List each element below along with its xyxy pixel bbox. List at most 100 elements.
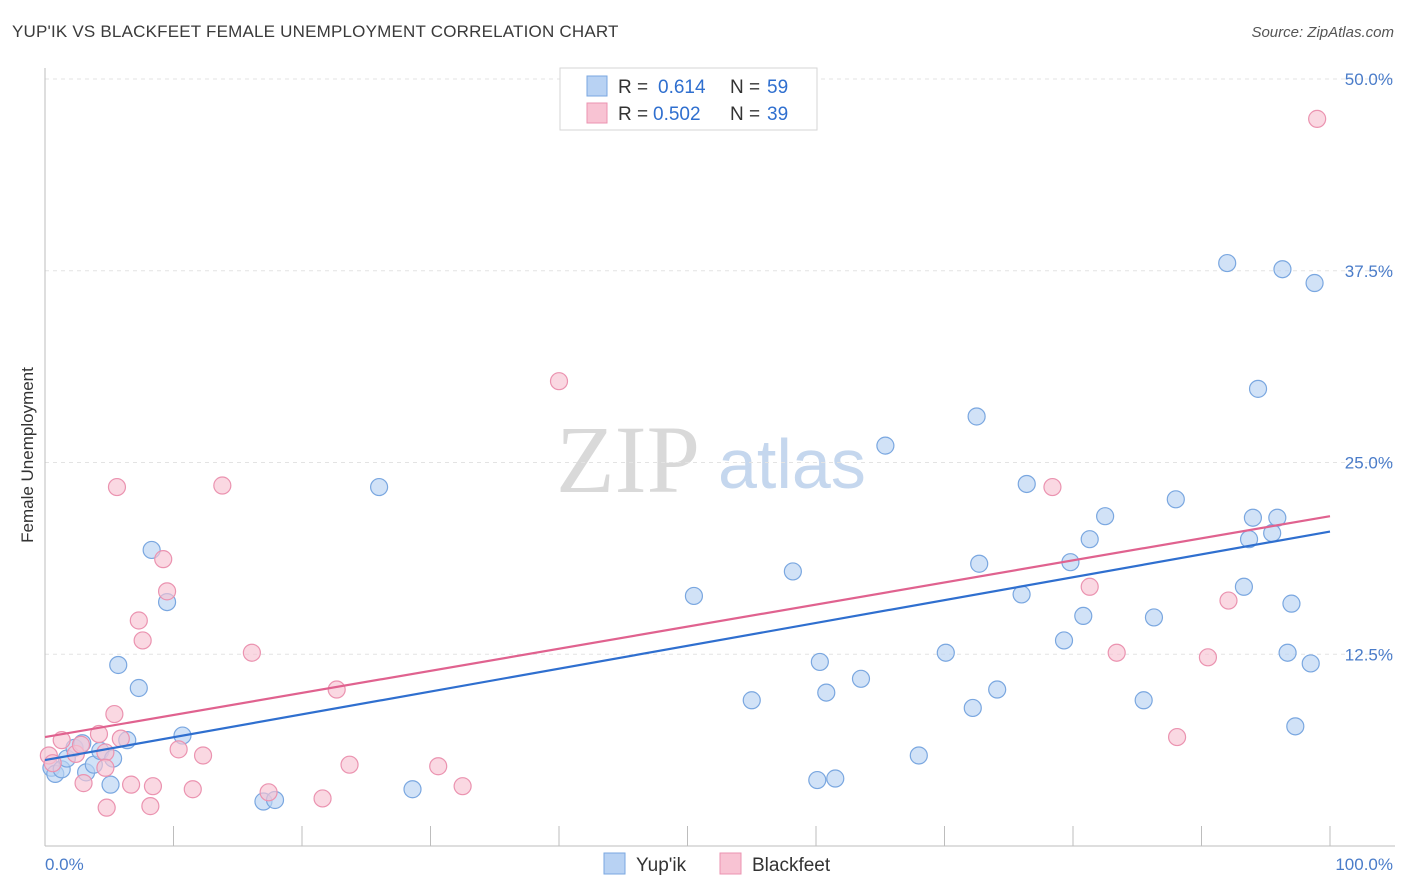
blackfeet-point	[1107, 643, 1126, 662]
yupik-point	[370, 477, 389, 497]
blackfeet-point	[340, 755, 359, 774]
y-tick-label: 50.0%	[1345, 70, 1393, 89]
blackfeet-point	[121, 775, 141, 794]
bottom-legend-swatch-blackfeet	[719, 852, 742, 875]
yupik-point	[129, 678, 148, 698]
yupik-point	[1134, 691, 1153, 710]
bottom-legend-label-yupik: Yup'ik	[636, 855, 687, 876]
yupik-point	[1218, 253, 1237, 273]
yupik-point	[988, 680, 1007, 699]
yupik-point	[1305, 273, 1324, 293]
blackfeet-point	[1198, 648, 1218, 667]
axes	[44, 68, 1395, 847]
yupik-point	[1144, 608, 1164, 627]
blackfeet-trend-line	[44, 515, 1331, 739]
blackfeet-point	[242, 643, 261, 662]
blackfeet-point	[107, 477, 127, 497]
blackfeet-point	[105, 704, 124, 724]
blackfeet-point	[141, 797, 160, 816]
watermark-atlas: atlas	[718, 425, 866, 503]
blackfeet-point	[1308, 109, 1327, 128]
blackfeet-point	[96, 758, 115, 777]
blackfeet-point	[193, 746, 213, 765]
yupik-point	[1243, 508, 1263, 527]
yupik-point	[817, 683, 836, 702]
legend-r-label-yupik: R =	[618, 77, 648, 98]
source-note: Source: ZipAtlas.com	[1251, 24, 1394, 41]
yupik-point	[1080, 530, 1099, 549]
blackfeet-point	[183, 780, 202, 799]
yupik-point	[1166, 490, 1185, 509]
yupik-trend-line	[44, 530, 1331, 762]
blackfeet-point	[154, 550, 173, 569]
gridlines	[45, 78, 1395, 655]
yupik-point	[810, 652, 829, 672]
blackfeet-point	[313, 789, 332, 808]
blackfeet-point	[429, 757, 448, 776]
blackfeet-point	[213, 476, 232, 495]
legend-r-label-blackfeet: R =	[618, 104, 648, 125]
yupik-point	[1278, 643, 1297, 662]
x-tick-label: 0.0%	[45, 855, 84, 874]
yupik-point	[963, 698, 982, 718]
legend: R = 0.614 N = 59 R = 0.502 N = 39	[559, 67, 818, 131]
blackfeet-point	[143, 777, 163, 796]
legend-r-value-blackfeet: 0.502	[653, 104, 701, 125]
yupik-point	[1248, 379, 1268, 398]
watermark-zip: ZIP	[556, 406, 700, 513]
blackfeet-point	[97, 798, 116, 817]
chart-title: YUP'IK VS BLACKFEET FEMALE UNEMPLOYMENT …	[12, 22, 619, 41]
yupik-point	[403, 780, 422, 799]
blackfeet-point	[1080, 577, 1099, 596]
x-tick-label: 100.0%	[1335, 855, 1393, 874]
legend-r-value-yupik: 0.614	[658, 77, 706, 98]
blackfeet-point	[327, 680, 346, 699]
trend-lines	[44, 515, 1331, 762]
yupik-point	[684, 586, 704, 606]
y-axis-title: Female Unemployment	[18, 367, 37, 543]
blackfeet-point	[74, 774, 93, 793]
yupik-point	[876, 436, 895, 455]
blackfeet-point	[96, 743, 115, 762]
yupik-point	[851, 669, 871, 688]
legend-n-value-yupik: 59	[767, 77, 788, 98]
blackfeet-point	[71, 735, 91, 754]
bottom-legend-swatch-yupik	[603, 852, 626, 875]
bottom-legend: Yup'ik Blackfeet	[603, 852, 831, 876]
blackfeet-point	[157, 582, 177, 601]
yupik-point	[1017, 474, 1036, 494]
yupik-point	[109, 655, 128, 675]
yupik-point	[1234, 577, 1254, 596]
yupik-point	[970, 554, 989, 573]
blackfeet-point	[259, 783, 278, 802]
yupik-point	[826, 769, 845, 788]
blackfeet-point	[453, 777, 472, 796]
yupik-point	[1301, 654, 1320, 673]
y-tick-label: 25.0%	[1345, 454, 1393, 473]
yupik-point	[1054, 631, 1074, 650]
y-tick-label: 37.5%	[1345, 262, 1393, 281]
legend-swatch-yupik	[586, 75, 608, 97]
legend-n-label-blackfeet: N =	[730, 104, 760, 125]
blackfeet-point	[1043, 477, 1062, 497]
y-tick-label: 12.5%	[1345, 645, 1393, 664]
yupik-point	[936, 643, 955, 662]
yupik-point	[1074, 606, 1093, 626]
yupik-point	[783, 562, 802, 581]
yupik-point	[742, 691, 761, 710]
blackfeet-point	[89, 724, 109, 744]
bottom-legend-label-blackfeet: Blackfeet	[752, 855, 831, 876]
yupik-point	[808, 770, 827, 790]
legend-n-label-yupik: N =	[730, 77, 760, 98]
yupik-point	[101, 775, 120, 794]
legend-n-value-blackfeet: 39	[767, 104, 788, 125]
blackfeet-point	[1167, 727, 1187, 747]
blackfeet-point	[169, 740, 188, 759]
yupik-point	[1096, 507, 1115, 526]
yupik-point	[1273, 260, 1292, 279]
legend-swatch-blackfeet	[586, 102, 608, 124]
blackfeet-point	[1219, 591, 1238, 610]
blackfeet-point	[129, 611, 148, 630]
blackfeet-point	[133, 631, 152, 650]
